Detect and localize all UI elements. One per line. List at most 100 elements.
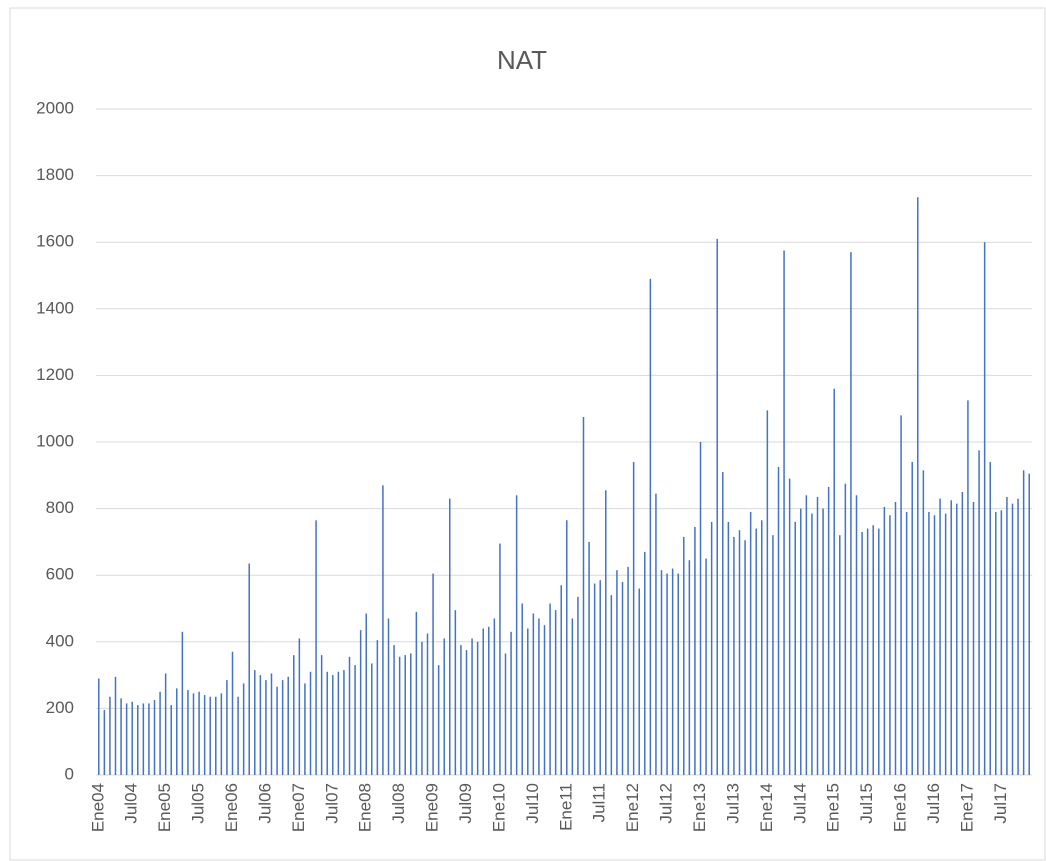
bar — [443, 638, 445, 775]
bar — [465, 650, 468, 775]
bar — [125, 703, 128, 775]
bar — [621, 581, 624, 775]
x-tick-label: Ene15 — [824, 783, 843, 832]
bar — [627, 566, 629, 775]
y-tick-label: 2000 — [36, 98, 74, 117]
x-tick-label: Ene09 — [423, 783, 442, 832]
bar — [543, 625, 546, 775]
bar — [454, 610, 457, 775]
bar — [103, 710, 106, 775]
x-tick-label: Jul16 — [924, 783, 943, 824]
y-tick-label: 400 — [46, 631, 74, 650]
x-tick-label: Ene17 — [957, 783, 976, 832]
bar — [928, 511, 930, 775]
bar — [788, 478, 791, 775]
bar — [666, 573, 668, 775]
bar — [131, 701, 133, 775]
y-tick-label: 600 — [46, 565, 74, 584]
bar — [922, 470, 925, 775]
bar — [900, 415, 902, 775]
bar — [510, 631, 512, 775]
bar — [755, 528, 757, 775]
bar — [270, 673, 273, 775]
bar — [521, 603, 523, 775]
bar — [176, 688, 178, 775]
bar — [376, 640, 379, 775]
bar — [1000, 510, 1003, 775]
x-tick-label: Ene10 — [489, 783, 508, 832]
bar — [967, 400, 969, 775]
bar — [722, 471, 724, 775]
bar — [939, 498, 941, 775]
bar — [660, 570, 663, 775]
bar — [354, 665, 356, 775]
bar — [905, 511, 908, 775]
bar — [844, 483, 847, 775]
bar — [226, 680, 228, 775]
bar — [699, 442, 702, 775]
bar — [554, 610, 557, 775]
bar — [800, 508, 802, 775]
bar — [588, 541, 590, 775]
bar — [109, 696, 111, 775]
y-tick-label: 200 — [46, 698, 74, 717]
bar — [738, 530, 741, 775]
chart-title: NAT — [497, 45, 547, 75]
bar — [839, 535, 841, 775]
bar — [566, 520, 568, 775]
bar — [410, 653, 412, 775]
bar — [142, 703, 145, 775]
bar — [978, 450, 980, 775]
bar — [716, 238, 718, 775]
bar — [761, 520, 763, 775]
bar — [482, 628, 484, 775]
bar — [582, 417, 585, 775]
bar — [298, 638, 301, 775]
bar — [827, 486, 830, 775]
x-tick-label: Ene12 — [623, 783, 642, 832]
bar — [805, 495, 808, 775]
bar — [382, 485, 384, 775]
bar — [911, 461, 913, 775]
bar — [220, 693, 223, 775]
bar — [989, 461, 991, 775]
x-tick-label: Jul04 — [122, 783, 141, 824]
bar — [632, 461, 635, 775]
bar — [471, 638, 473, 775]
x-tick-label: Jul11 — [590, 783, 609, 822]
bar — [560, 585, 562, 775]
bar — [153, 700, 156, 775]
bar — [187, 690, 189, 775]
bar — [833, 388, 835, 775]
bar — [504, 653, 507, 775]
x-tick-label: Jul09 — [456, 783, 475, 824]
bar — [733, 536, 735, 775]
bar — [593, 583, 596, 775]
bar — [794, 521, 796, 775]
bar — [956, 503, 958, 775]
bar — [359, 630, 362, 775]
bar — [237, 696, 239, 775]
bar — [493, 618, 496, 775]
bar — [248, 563, 250, 775]
bar — [276, 686, 278, 775]
bar — [499, 543, 501, 775]
bar — [571, 618, 574, 775]
bar — [638, 588, 640, 775]
bar — [293, 655, 295, 775]
bar — [343, 670, 345, 775]
bar — [120, 698, 122, 775]
bar — [421, 641, 423, 775]
bar — [878, 528, 880, 775]
bar — [432, 573, 434, 775]
bar — [337, 671, 340, 775]
bar — [164, 673, 167, 775]
bar — [744, 540, 746, 775]
bar — [610, 595, 613, 775]
bar — [415, 611, 418, 775]
bar — [242, 683, 245, 775]
bar — [777, 466, 780, 775]
bar — [577, 596, 579, 775]
bar — [961, 491, 964, 775]
bar — [811, 513, 813, 775]
